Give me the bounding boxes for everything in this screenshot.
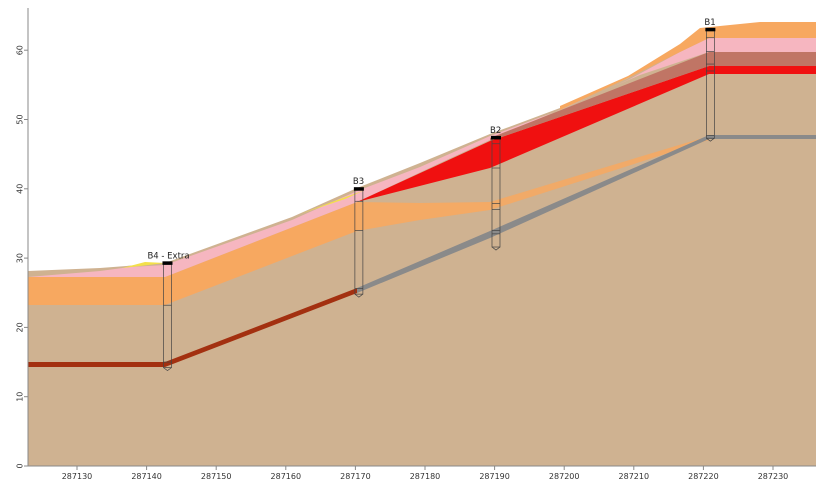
x-tick-label: 287190	[479, 472, 510, 480]
layer-orange-left	[28, 202, 357, 305]
x-tick-label: 287230	[758, 472, 789, 480]
y-tick-label: 20	[16, 322, 25, 332]
x-tick-label: 287130	[62, 472, 93, 480]
layer-orange-wedge	[357, 202, 490, 231]
layer-red	[357, 66, 816, 202]
x-tick-label: 287220	[688, 472, 719, 480]
borehole-end-mark	[354, 293, 364, 298]
x-tick-label: 287180	[410, 472, 441, 480]
borehole-end-mark	[706, 137, 715, 142]
borehole-collar	[353, 187, 364, 191]
x-tick-label: 287170	[340, 472, 371, 480]
borehole-end-mark	[163, 367, 172, 372]
borehole-label: B4 - Extra	[147, 251, 189, 261]
borehole-collar	[490, 135, 501, 140]
borehole-label: B1	[704, 18, 715, 28]
layer-orange-surface	[560, 22, 816, 110]
x-tick-label: 287140	[131, 472, 162, 480]
layer-yellow-left	[122, 262, 165, 268]
borehole-b4[interactable]: B4 - Extra	[147, 251, 190, 372]
layer-base-tan	[28, 24, 816, 466]
borehole-label: B3	[353, 177, 364, 187]
x-tick-label: 287150	[201, 472, 232, 480]
borehole-collar	[705, 27, 716, 32]
y-axis-ticks: 0 10 20 30 40 50 60	[16, 45, 28, 469]
y-tick-label: 50	[16, 114, 25, 124]
borehole-collar	[162, 261, 173, 265]
y-tick-label: 10	[16, 392, 25, 402]
borehole-label: B2	[490, 126, 501, 136]
y-tick-label: 0	[16, 463, 25, 468]
y-tick-label: 30	[16, 253, 25, 263]
layer-rose-brown	[490, 52, 816, 141]
borehole-b1[interactable]: B1	[704, 18, 716, 142]
x-tick-label: 287210	[619, 472, 650, 480]
x-tick-label: 287200	[549, 472, 580, 480]
x-tick-label: 287160	[271, 472, 302, 480]
x-axis-ticks: 287130 287140 287150 287160 287170 287180 2871…	[62, 466, 789, 480]
borehole-b3[interactable]: B3	[353, 177, 364, 298]
layer-orange-streak	[490, 136, 709, 210]
borehole-end-mark	[491, 246, 501, 251]
layer-yellow-mid	[300, 190, 365, 214]
y-tick-label: 40	[16, 184, 25, 194]
borehole-b2[interactable]: B2	[490, 126, 501, 251]
boreholes-group: B4 - Extra B3 B2 B1	[147, 18, 716, 372]
y-tick-label: 60	[16, 45, 25, 55]
